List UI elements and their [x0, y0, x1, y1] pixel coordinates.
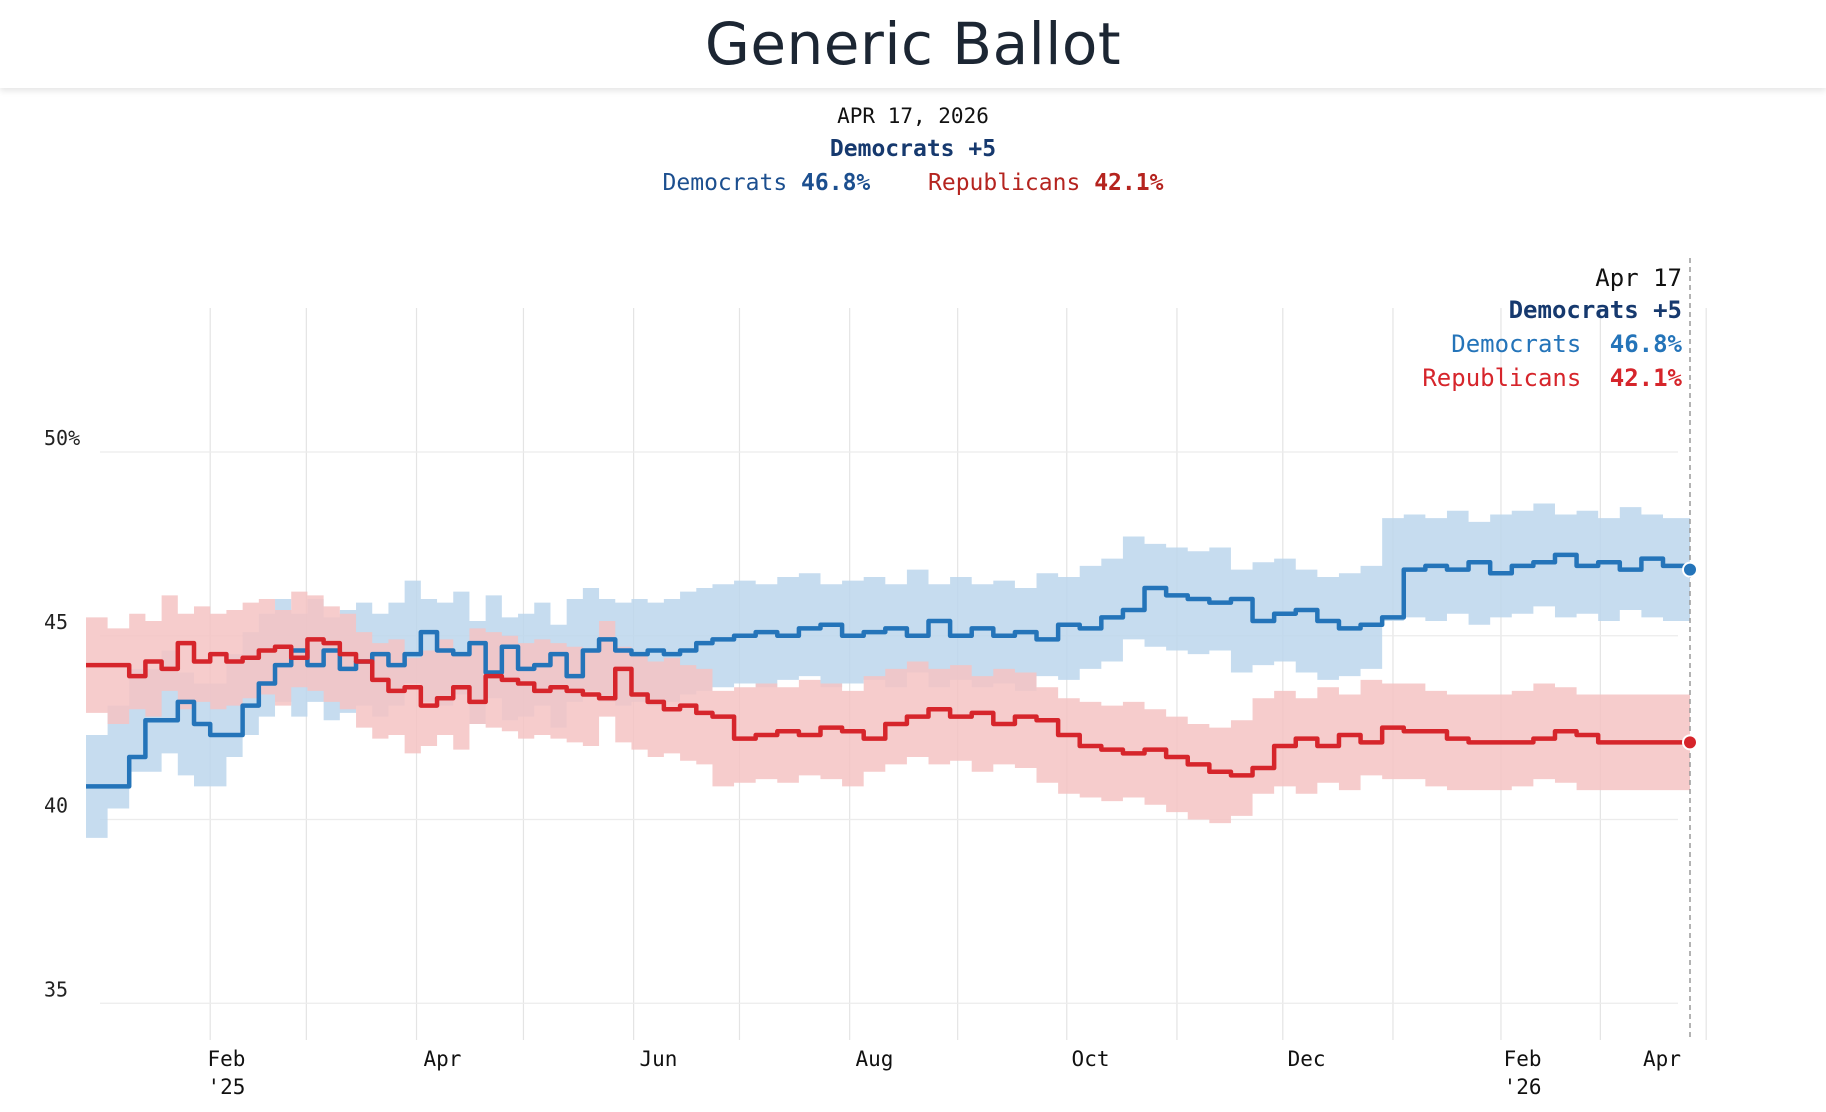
page-title: Generic Ballot [704, 10, 1122, 78]
summary-date: APR 17, 2026 [837, 104, 989, 128]
tooltip-rep-row: Republicans 42.1% [1422, 364, 1682, 392]
hover-tooltip: Apr 17 Democrats +5 Democrats 46.8% Repu… [1422, 264, 1682, 392]
republicans-end-dot[interactable] [1682, 734, 1698, 751]
series-end-dots [1682, 561, 1698, 751]
x-axis: Feb '25 Apr Jun Aug Oct Dec Feb '26 Apr [207, 1047, 1681, 1099]
y-tick-label-3: 35 [44, 977, 68, 1001]
republicans-line[interactable] [86, 637, 1690, 778]
confidence-bands [86, 503, 1690, 838]
x-tick-label-6: Feb [1504, 1047, 1542, 1071]
summary-dem-label: Democrats [662, 170, 788, 196]
summary-rep-label: Republicans [928, 170, 1081, 196]
tooltip-margin: Democrats +5 [1509, 296, 1682, 324]
democrats-line[interactable] [86, 552, 1693, 789]
x-tick-label-7: Apr [1643, 1047, 1681, 1071]
summary-panel: APR 17, 2026 Democrats +5 Democrats 46.8… [0, 104, 1826, 196]
series-lines [86, 552, 1693, 789]
x-tick-label-5: Dec [1288, 1047, 1326, 1071]
y-tick-label-0: 50% [44, 426, 80, 450]
x-tick-label-2: Jun [640, 1047, 678, 1071]
tooltip-dem-value: 46.8% [1610, 330, 1683, 358]
x-tick-label-3: Aug [856, 1047, 894, 1071]
tooltip-rep-value: 42.1% [1610, 364, 1683, 392]
x-tick-label-0: Feb [207, 1047, 245, 1071]
x-tick-sublabel-0: '25 [207, 1075, 245, 1099]
tooltip-date: Apr 17 [1595, 264, 1682, 292]
summary-values: Democrats 46.8% Republicans 42.1% [0, 170, 1826, 196]
header-bar: Generic Ballot [0, 0, 1826, 88]
y-tick-label-2: 40 [44, 794, 68, 818]
tooltip-dem-row: Democrats 46.8% [1451, 330, 1682, 358]
tooltip-rep-label: Republicans [1422, 364, 1581, 392]
x-tick-label-1: Apr [423, 1047, 461, 1071]
democrats-end-dot[interactable] [1682, 561, 1698, 578]
summary-margin: Democrats +5 [829, 136, 997, 162]
y-axis: 50% 45 40 35 [44, 426, 80, 1001]
y-tick-label-1: 45 [44, 610, 68, 634]
x-tick-sublabel-6: '26 [1504, 1075, 1542, 1099]
tooltip-dem-label: Democrats [1451, 330, 1581, 358]
summary-rep-value: 42.1% [1094, 170, 1164, 196]
summary-dem-value: 46.8% [801, 170, 871, 196]
x-tick-label-4: Oct [1072, 1047, 1110, 1071]
